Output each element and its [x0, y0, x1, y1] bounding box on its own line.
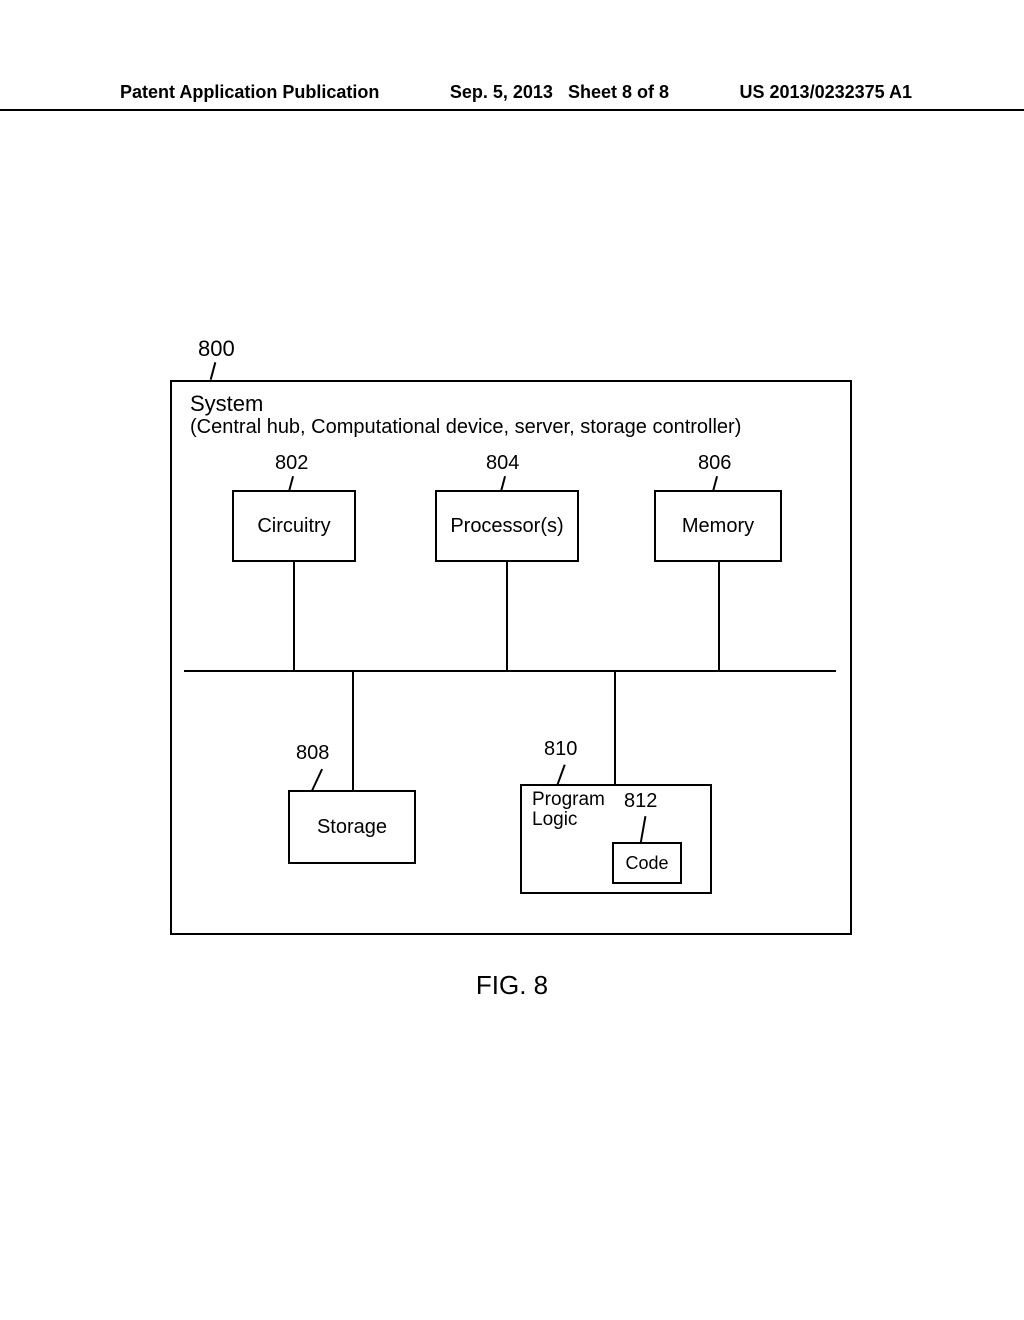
ref-812: 812	[624, 790, 657, 813]
ref-800: 800	[198, 336, 235, 362]
connector-line	[718, 562, 720, 670]
ref-806: 806	[698, 452, 731, 475]
storage-box: Storage	[288, 790, 416, 864]
bus-line	[184, 670, 836, 672]
code-label: Code	[625, 853, 668, 874]
ref-802: 802	[275, 452, 308, 475]
connector-line	[352, 670, 354, 790]
system-subtitle: (Central hub, Computational device, serv…	[190, 416, 741, 439]
processors-label: Processor(s)	[450, 515, 563, 538]
code-box: Code	[612, 842, 682, 884]
connector-line	[614, 670, 616, 784]
ref-808: 808	[296, 742, 329, 765]
connector-line	[293, 562, 295, 670]
memory-box: Memory	[654, 490, 782, 562]
circuitry-label: Circuitry	[257, 515, 330, 538]
system-title: System	[190, 392, 263, 416]
memory-label: Memory	[682, 515, 754, 538]
ref-810: 810	[544, 738, 577, 761]
figure-caption: FIG. 8	[0, 970, 1024, 1001]
circuitry-box: Circuitry	[232, 490, 356, 562]
program-logic-label: Program Logic	[532, 790, 605, 830]
connector-line	[506, 562, 508, 670]
ref-804: 804	[486, 452, 519, 475]
processors-box: Processor(s)	[435, 490, 579, 562]
storage-label: Storage	[317, 816, 387, 839]
lead-line-icon	[210, 362, 217, 380]
diagram: 800 System (Central hub, Computational d…	[0, 0, 1024, 1320]
